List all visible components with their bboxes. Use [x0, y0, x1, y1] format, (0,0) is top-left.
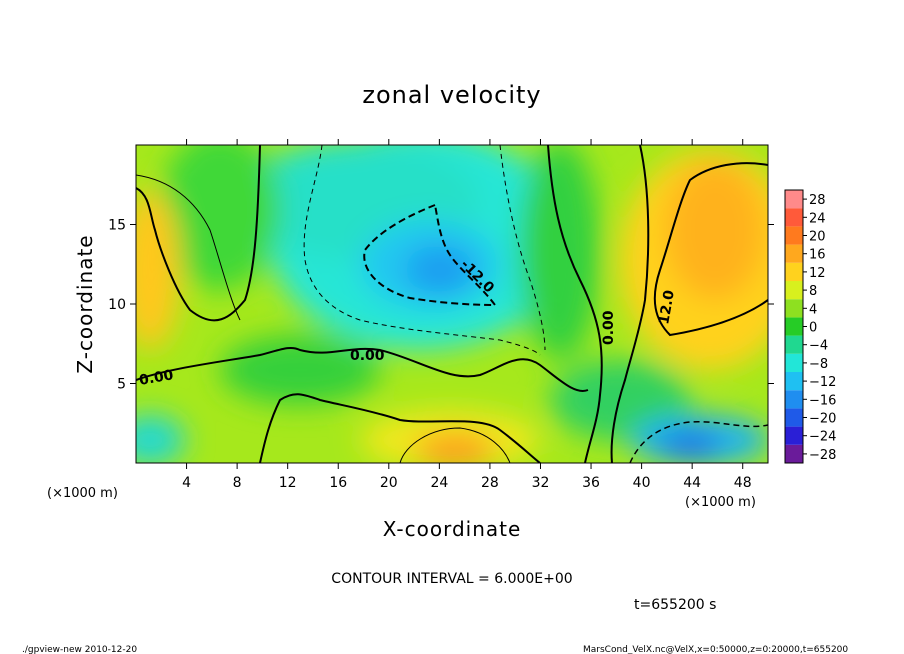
colorbar-segment — [785, 317, 803, 336]
contour-zero-lower — [259, 393, 541, 463]
colorbar-label: 28 — [809, 193, 826, 208]
footer-right: MarsCond_VelX.nc@VelX,x=0:50000,z=0:2000… — [583, 645, 848, 654]
colorbar-segment — [785, 208, 803, 227]
colorbar-label: −12 — [809, 375, 836, 390]
field-region-green-low — [220, 335, 380, 405]
colorbar-segment — [785, 372, 803, 391]
colorbar-label: 24 — [809, 211, 826, 226]
contour-zero-middle — [136, 346, 589, 392]
y-tick-label: 5 — [117, 377, 126, 393]
colorbar-label: −16 — [809, 393, 836, 408]
colorbar-label: 4 — [809, 302, 817, 317]
colorbar-segment — [785, 408, 803, 427]
field-region-orange-right — [665, 160, 765, 300]
contour-6-left — [136, 174, 241, 321]
field-region-blue — [405, 245, 475, 295]
footer-left: ./gpview-new 2010-12-20 — [22, 645, 137, 654]
colorbar-segment — [785, 262, 803, 281]
colorbar-segment — [785, 390, 803, 409]
colorbar-segment — [785, 281, 803, 300]
colorbar: −28 −24 −20 −16 −12 −8 −4 0 4 8 12 16 20 24 28 — [784, 189, 836, 464]
contour-minus6-bottom — [629, 420, 768, 463]
contour-minus6-right — [499, 145, 546, 351]
x-tick-label: 12 — [279, 475, 297, 491]
contour-label-left: 0.00 — [138, 367, 175, 389]
x-tick-label: 24 — [430, 475, 448, 491]
x-axis-title: X-coordinate — [383, 517, 522, 541]
contour-zero-left — [136, 145, 261, 322]
x-tick-label: 8 — [233, 475, 242, 491]
contour-interval-text: CONTOUR INTERVAL = 6.000E+00 — [331, 571, 572, 587]
contour-label-middle: 0.00 — [350, 348, 385, 364]
y-axis-ticks: 5 10 15 — [108, 218, 774, 393]
contour-label-12: 12.0 — [656, 289, 678, 326]
x-tick-label: 28 — [481, 475, 499, 491]
x-tick-label: 48 — [734, 475, 752, 491]
colorbar-label: 20 — [809, 230, 826, 245]
field-region-deep-blue-bottom — [660, 431, 720, 459]
contour-zero-right2 — [610, 145, 650, 463]
colorbar-segment — [785, 190, 803, 209]
x-tick-label: 40 — [633, 475, 651, 491]
x-tick-label: 16 — [329, 475, 347, 491]
chart-title: zonal velocity — [362, 81, 541, 109]
colorbar-label: −8 — [809, 357, 828, 372]
field-region-orange-bottom — [415, 434, 495, 463]
contour-minus12 — [363, 204, 498, 307]
colorbar-segment — [785, 335, 803, 354]
x-axis-unit-left: (×1000 m) — [47, 486, 118, 501]
contour-label-right: 0.00 — [601, 310, 617, 345]
colorbar-label: 0 — [809, 321, 817, 336]
contour-lines — [136, 145, 768, 463]
colorbar-segment — [785, 353, 803, 372]
field-region-teal-bottom-left — [136, 415, 185, 463]
time-text: t=655200 s — [634, 597, 716, 613]
x-axis-unit-right: (×1000 m) — [685, 495, 756, 510]
colorbar-label: 8 — [809, 284, 817, 299]
x-tick-label: 4 — [182, 475, 191, 491]
field-region-green-right — [520, 145, 600, 360]
colorbar-segment — [785, 226, 803, 245]
y-tick-label: 15 — [108, 218, 126, 234]
x-tick-label: 36 — [582, 475, 600, 491]
x-tick-label: 44 — [683, 475, 701, 491]
colorbar-label: 16 — [809, 248, 826, 263]
x-axis-ticks: 4 8 12 16 20 24 28 32 36 40 44 48 — [182, 139, 752, 491]
plot-area: 0.00 0.00 -12.0 0.00 12.0 — [136, 145, 768, 463]
colorbar-segment — [785, 299, 803, 318]
colorbar-label: −24 — [809, 430, 836, 445]
x-tick-label: 20 — [380, 475, 398, 491]
contour-12 — [653, 162, 768, 337]
field-region-yellow-left — [136, 190, 180, 350]
colorbar-segment — [785, 244, 803, 263]
colorbar-segment — [785, 444, 803, 463]
contour-6-bottom — [399, 427, 511, 463]
y-axis-title: Z-coordinate — [73, 234, 97, 373]
colorbar-segment — [785, 426, 803, 445]
colorbar-label: −20 — [809, 412, 836, 427]
contour-zero-right — [547, 145, 603, 463]
field-region-green-left — [160, 145, 280, 290]
y-tick-label: 10 — [108, 297, 126, 313]
contour-minus6 — [303, 145, 541, 356]
colorbar-label: −4 — [809, 339, 828, 354]
colorbar-label: 12 — [809, 266, 826, 281]
x-tick-label: 32 — [532, 475, 550, 491]
colorbar-label: −28 — [809, 448, 836, 463]
